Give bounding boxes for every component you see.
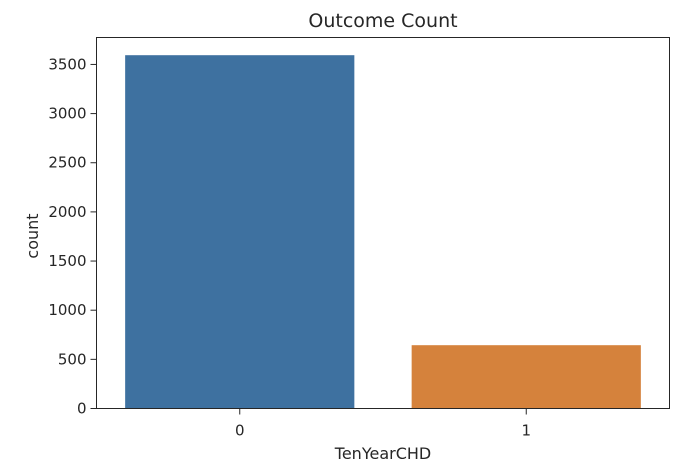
y-tick-label: 500 <box>58 350 87 368</box>
y-tick-label: 3500 <box>48 55 86 73</box>
y-tick-label: 3000 <box>48 105 86 123</box>
y-axis-label: count <box>23 213 42 258</box>
y-tick-label: 2000 <box>48 203 86 221</box>
x-tick-label: 0 <box>235 422 245 440</box>
y-tick-label: 0 <box>77 400 87 418</box>
y-tick-label: 1500 <box>48 252 86 270</box>
chart-title: Outcome Count <box>308 10 457 32</box>
x-tick-label: 1 <box>521 422 531 440</box>
x-axis-label: TenYearCHD <box>334 444 431 463</box>
plot-frame <box>96 37 670 409</box>
bar-1 <box>411 345 641 409</box>
y-tick-label: 1000 <box>48 301 86 319</box>
bar-0 <box>125 55 355 409</box>
y-axis-ticks: 0 500 1000 1500 2000 2500 3000 3500 <box>48 55 97 418</box>
bars-group <box>125 55 641 409</box>
y-tick-label: 2500 <box>48 154 86 172</box>
